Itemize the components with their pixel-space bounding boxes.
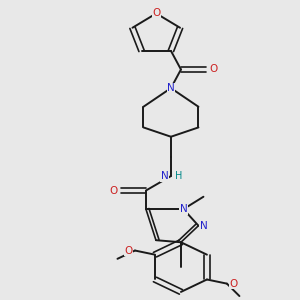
Text: N: N <box>180 204 187 214</box>
Text: N: N <box>161 171 169 181</box>
Text: O: O <box>229 279 237 289</box>
Text: O: O <box>109 185 118 196</box>
Text: O: O <box>124 245 133 256</box>
Text: N: N <box>200 221 207 231</box>
Text: O: O <box>152 8 160 18</box>
Text: N: N <box>167 83 175 93</box>
Text: H: H <box>175 171 182 181</box>
Text: O: O <box>209 64 217 74</box>
